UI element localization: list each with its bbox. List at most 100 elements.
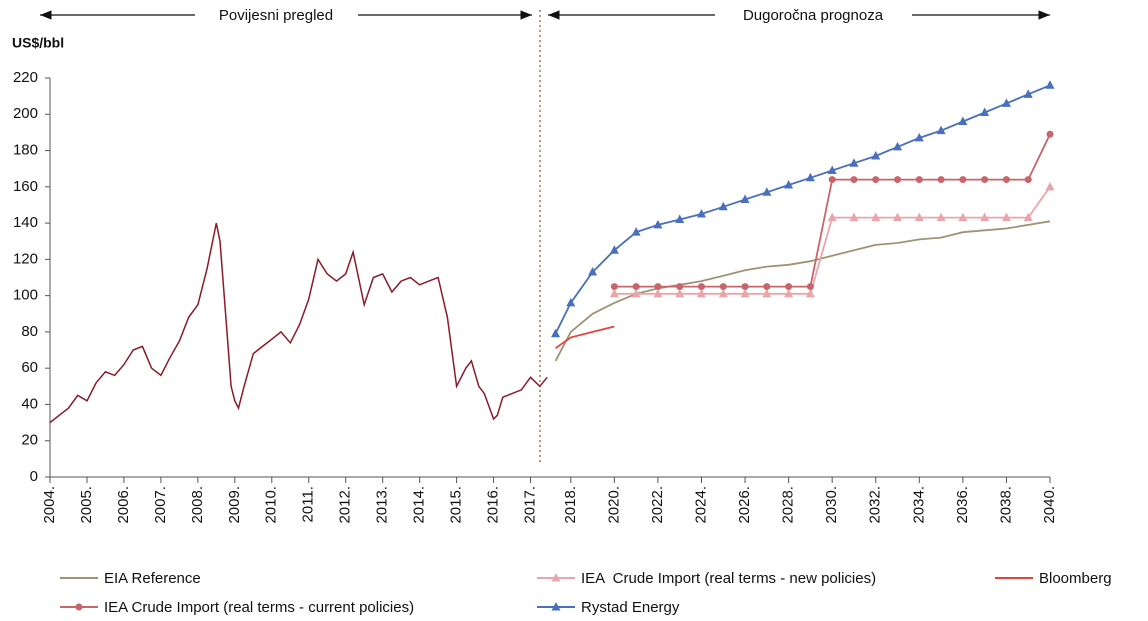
legend-marker [551,602,561,611]
y-tick-label: 220 [13,69,38,86]
marker [937,176,945,184]
marker [741,283,749,291]
marker [676,283,684,291]
marker [1045,80,1055,89]
marker [936,212,946,222]
marker [915,176,923,184]
marker [632,283,640,291]
x-tick-label: 2026. [736,486,753,524]
y-axis-label: US$/bbl [12,35,64,51]
marker [697,283,705,291]
y-tick-label: 160 [13,178,38,195]
marker [718,201,728,211]
marker [893,212,903,222]
marker [958,116,968,126]
marker [718,288,728,298]
marker [1002,176,1010,184]
legend-marker [75,603,83,611]
line [614,133,1051,288]
marker [1046,130,1054,138]
marker [850,176,858,184]
marker [631,227,641,236]
marker [763,283,771,291]
marker [849,212,859,222]
y-tick-label: 120 [13,250,38,267]
y-tick-label: 180 [13,142,38,159]
marker [849,158,859,167]
marker [1001,98,1011,107]
legend-label: Bloomberg [1039,570,1112,587]
y-tick-label: 140 [13,214,38,231]
marker [719,283,727,291]
line [49,222,548,424]
marker [785,283,793,291]
marker [871,150,881,160]
marker [696,209,706,218]
marker [696,288,706,298]
marker [871,212,881,222]
x-tick-label: 2013. [374,486,391,524]
x-tick-label: 2008. [189,486,206,524]
marker [805,172,815,182]
line [614,186,1051,295]
y-tick-label: 60 [21,359,38,376]
marker [828,176,836,184]
x-tick-label: 2010. [263,486,280,524]
marker [740,194,750,204]
section-title: Dugoročna prognoza [743,7,884,24]
x-tick-label: 2006. [115,486,132,524]
x-tick-label: 2034. [910,486,927,524]
x-tick-label: 2004. [41,486,58,524]
marker [872,176,880,184]
y-tick-label: 0 [30,468,38,485]
marker [959,176,967,184]
y-tick-label: 100 [13,287,38,304]
legend-label: EIA Reference [104,570,201,587]
marker [980,212,990,222]
marker [805,288,815,298]
marker [827,165,837,174]
line [554,325,615,349]
marker [936,125,946,135]
x-tick-label: 2014. [411,486,428,524]
marker [827,212,837,222]
x-tick-label: 2011. [300,486,317,522]
y-tick-label: 80 [21,323,38,340]
x-tick-label: 2024. [692,486,709,524]
marker [762,187,772,196]
x-tick-label: 2012. [337,486,354,524]
marker [1023,89,1033,98]
marker [806,283,814,291]
marker [610,283,618,291]
y-tick-label: 200 [13,105,38,122]
marker [675,288,685,298]
marker [784,180,794,189]
y-tick-label: 20 [21,432,38,449]
x-tick-label: 2009. [226,486,243,524]
marker [631,288,641,298]
x-tick-label: 2005. [78,486,95,524]
marker [784,288,794,298]
line [554,220,1051,362]
marker [1001,212,1011,222]
marker [588,267,598,276]
x-tick-label: 2018. [562,486,579,524]
marker [551,328,561,338]
legend-label: Rystad Energy [581,599,680,616]
x-tick-label: 2028. [780,486,797,524]
marker [653,288,663,298]
x-tick-label: 2032. [867,486,884,524]
x-tick-label: 2016. [485,486,502,524]
marker [1045,181,1055,191]
legend-label: IEA Crude Import (real terms - current p… [104,599,414,616]
marker [914,212,924,222]
marker [675,214,685,223]
marker [1024,176,1032,184]
section-title: Povijesni pregled [219,7,333,24]
x-tick-label: 2038. [997,486,1014,524]
x-tick-label: 2020. [605,486,622,524]
x-tick-label: 2007. [152,486,169,524]
marker [740,288,750,298]
marker [958,212,968,222]
legend-marker [551,573,561,582]
